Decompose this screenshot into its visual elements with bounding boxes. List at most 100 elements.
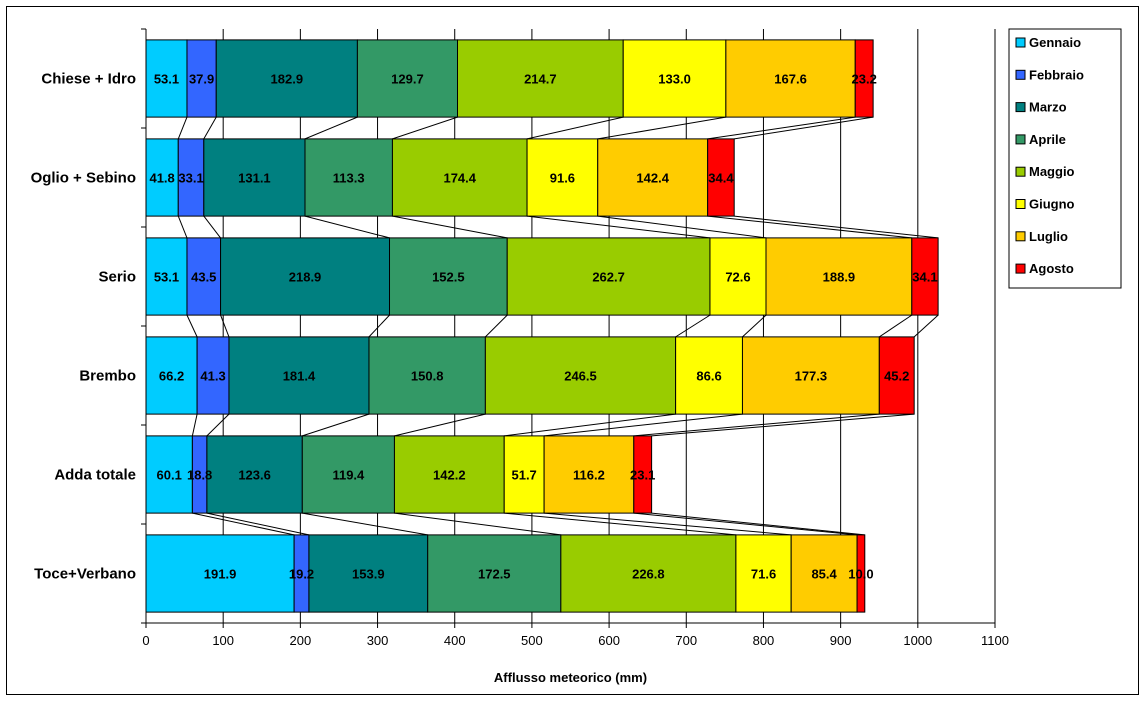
data-label: 150.8 (411, 369, 444, 384)
data-label: 34.1 (912, 270, 937, 285)
data-label: 23.2 (852, 72, 877, 87)
data-label: 10.0 (848, 567, 873, 582)
data-label: 167.6 (774, 72, 807, 87)
category-label: Brembo (79, 368, 136, 385)
bar-febbraio-2 (186, 237, 222, 316)
data-label: 37.9 (189, 72, 214, 87)
data-label: 43.5 (191, 270, 216, 285)
legend: Gennaio Febbraio Marzo Aprile Maggio Giugno Lu… (1008, 28, 1122, 289)
data-label: 133.0 (658, 72, 691, 87)
bar-marzo-0 (215, 39, 358, 118)
series-line (633, 413, 880, 437)
series-line (186, 314, 198, 338)
legend-swatch-marzo (1015, 102, 1026, 113)
series-line (203, 215, 221, 239)
bar-agosto-1 (707, 138, 735, 217)
series-line (192, 512, 295, 536)
data-label: 177.3 (795, 369, 828, 384)
series-line (734, 215, 939, 239)
legend-label-giugno: Giugno (1029, 197, 1075, 212)
bar-aprile-4 (301, 435, 395, 514)
series-line (597, 215, 767, 239)
legend-label-gennaio: Gennaio (1029, 35, 1081, 50)
legend-box (1008, 28, 1122, 289)
category-labels: Chiese + Idro Oglio + Sebino Serio Brembo Ad… (31, 71, 136, 583)
series-line (302, 413, 370, 437)
gridlines (222, 29, 996, 623)
x-tick-label-600: 600 (598, 633, 620, 648)
data-label: 53.1 (154, 270, 179, 285)
data-label: 218.9 (289, 270, 322, 285)
data-label: 86.6 (696, 369, 721, 384)
bar-febbraio-1 (177, 138, 205, 217)
data-label: 188.9 (823, 270, 856, 285)
series-line (651, 413, 915, 437)
series-line (392, 116, 458, 140)
data-label: 129.7 (391, 72, 424, 87)
bar-marzo-2 (220, 237, 391, 316)
legend-label-marzo: Marzo (1029, 100, 1067, 115)
data-label: 191.9 (204, 567, 237, 582)
series-line (544, 512, 792, 536)
series-lines (177, 116, 939, 536)
bar-gennaio-0 (145, 39, 188, 118)
data-label: 34.4 (708, 171, 734, 186)
data-label: 41.8 (149, 171, 174, 186)
data-label: 174.4 (443, 171, 476, 186)
series-line (504, 413, 676, 437)
data-label: 152.5 (432, 270, 465, 285)
series-line (302, 512, 428, 536)
bar-giugno-1 (526, 138, 599, 217)
bar-marzo-4 (206, 435, 303, 514)
series-line (177, 215, 188, 239)
bar-luglio-4 (543, 435, 635, 514)
data-label: 262.7 (592, 270, 625, 285)
x-axis-title: Afflusso meteorico (mm) (494, 670, 647, 685)
data-label: 19.2 (289, 567, 314, 582)
series-line (394, 413, 486, 437)
data-label: 142.2 (433, 468, 466, 483)
bar-giugno-3 (675, 336, 743, 415)
series-line (879, 314, 913, 338)
series-line (206, 413, 230, 437)
data-label: 45.2 (884, 369, 909, 384)
series-line (368, 314, 390, 338)
x-tick-label-700: 700 (675, 633, 697, 648)
bar-marzo-5 (308, 534, 429, 613)
series-line (304, 116, 358, 140)
data-label: 113.3 (333, 171, 365, 186)
x-axis: 0 100 200 300 400 500 600 700 800 900 1000 1100 (141, 28, 1009, 648)
data-label: 153.9 (352, 567, 385, 582)
legend-swatch-maggio (1015, 166, 1026, 177)
legend-swatch-aprile (1015, 134, 1026, 145)
series-line (526, 215, 711, 239)
category-label: Chiese + Idro (41, 71, 136, 88)
bar-febbraio-3 (196, 336, 230, 415)
series-line (191, 414, 198, 436)
data-label: 85.4 (811, 567, 837, 582)
category-label: Adda totale (54, 467, 136, 484)
bar-giugno-4 (503, 435, 545, 514)
bar-agosto-2 (911, 237, 939, 316)
data-label: 119.4 (332, 468, 365, 483)
bar-aprile-2 (389, 237, 508, 316)
x-tick-label-800: 800 (753, 633, 775, 648)
series-line (220, 314, 230, 338)
data-label: 72.6 (725, 270, 750, 285)
series-line (526, 116, 624, 140)
data-label: 66.2 (159, 369, 184, 384)
bar-luglio-0 (725, 39, 856, 118)
legend-swatch-gennaio (1015, 37, 1026, 48)
legend-label-febbraio: Febbraio (1029, 67, 1084, 82)
bar-maggio-2 (506, 237, 711, 316)
series-line (485, 314, 508, 338)
bar-maggio-5 (560, 534, 737, 613)
data-label: 181.4 (283, 369, 316, 384)
data-label: 51.7 (511, 468, 536, 483)
bar-maggio-0 (457, 39, 624, 118)
series-line (597, 116, 726, 140)
bars (145, 39, 939, 613)
x-tick-label-400: 400 (444, 633, 466, 648)
data-label: 53.1 (154, 72, 179, 87)
